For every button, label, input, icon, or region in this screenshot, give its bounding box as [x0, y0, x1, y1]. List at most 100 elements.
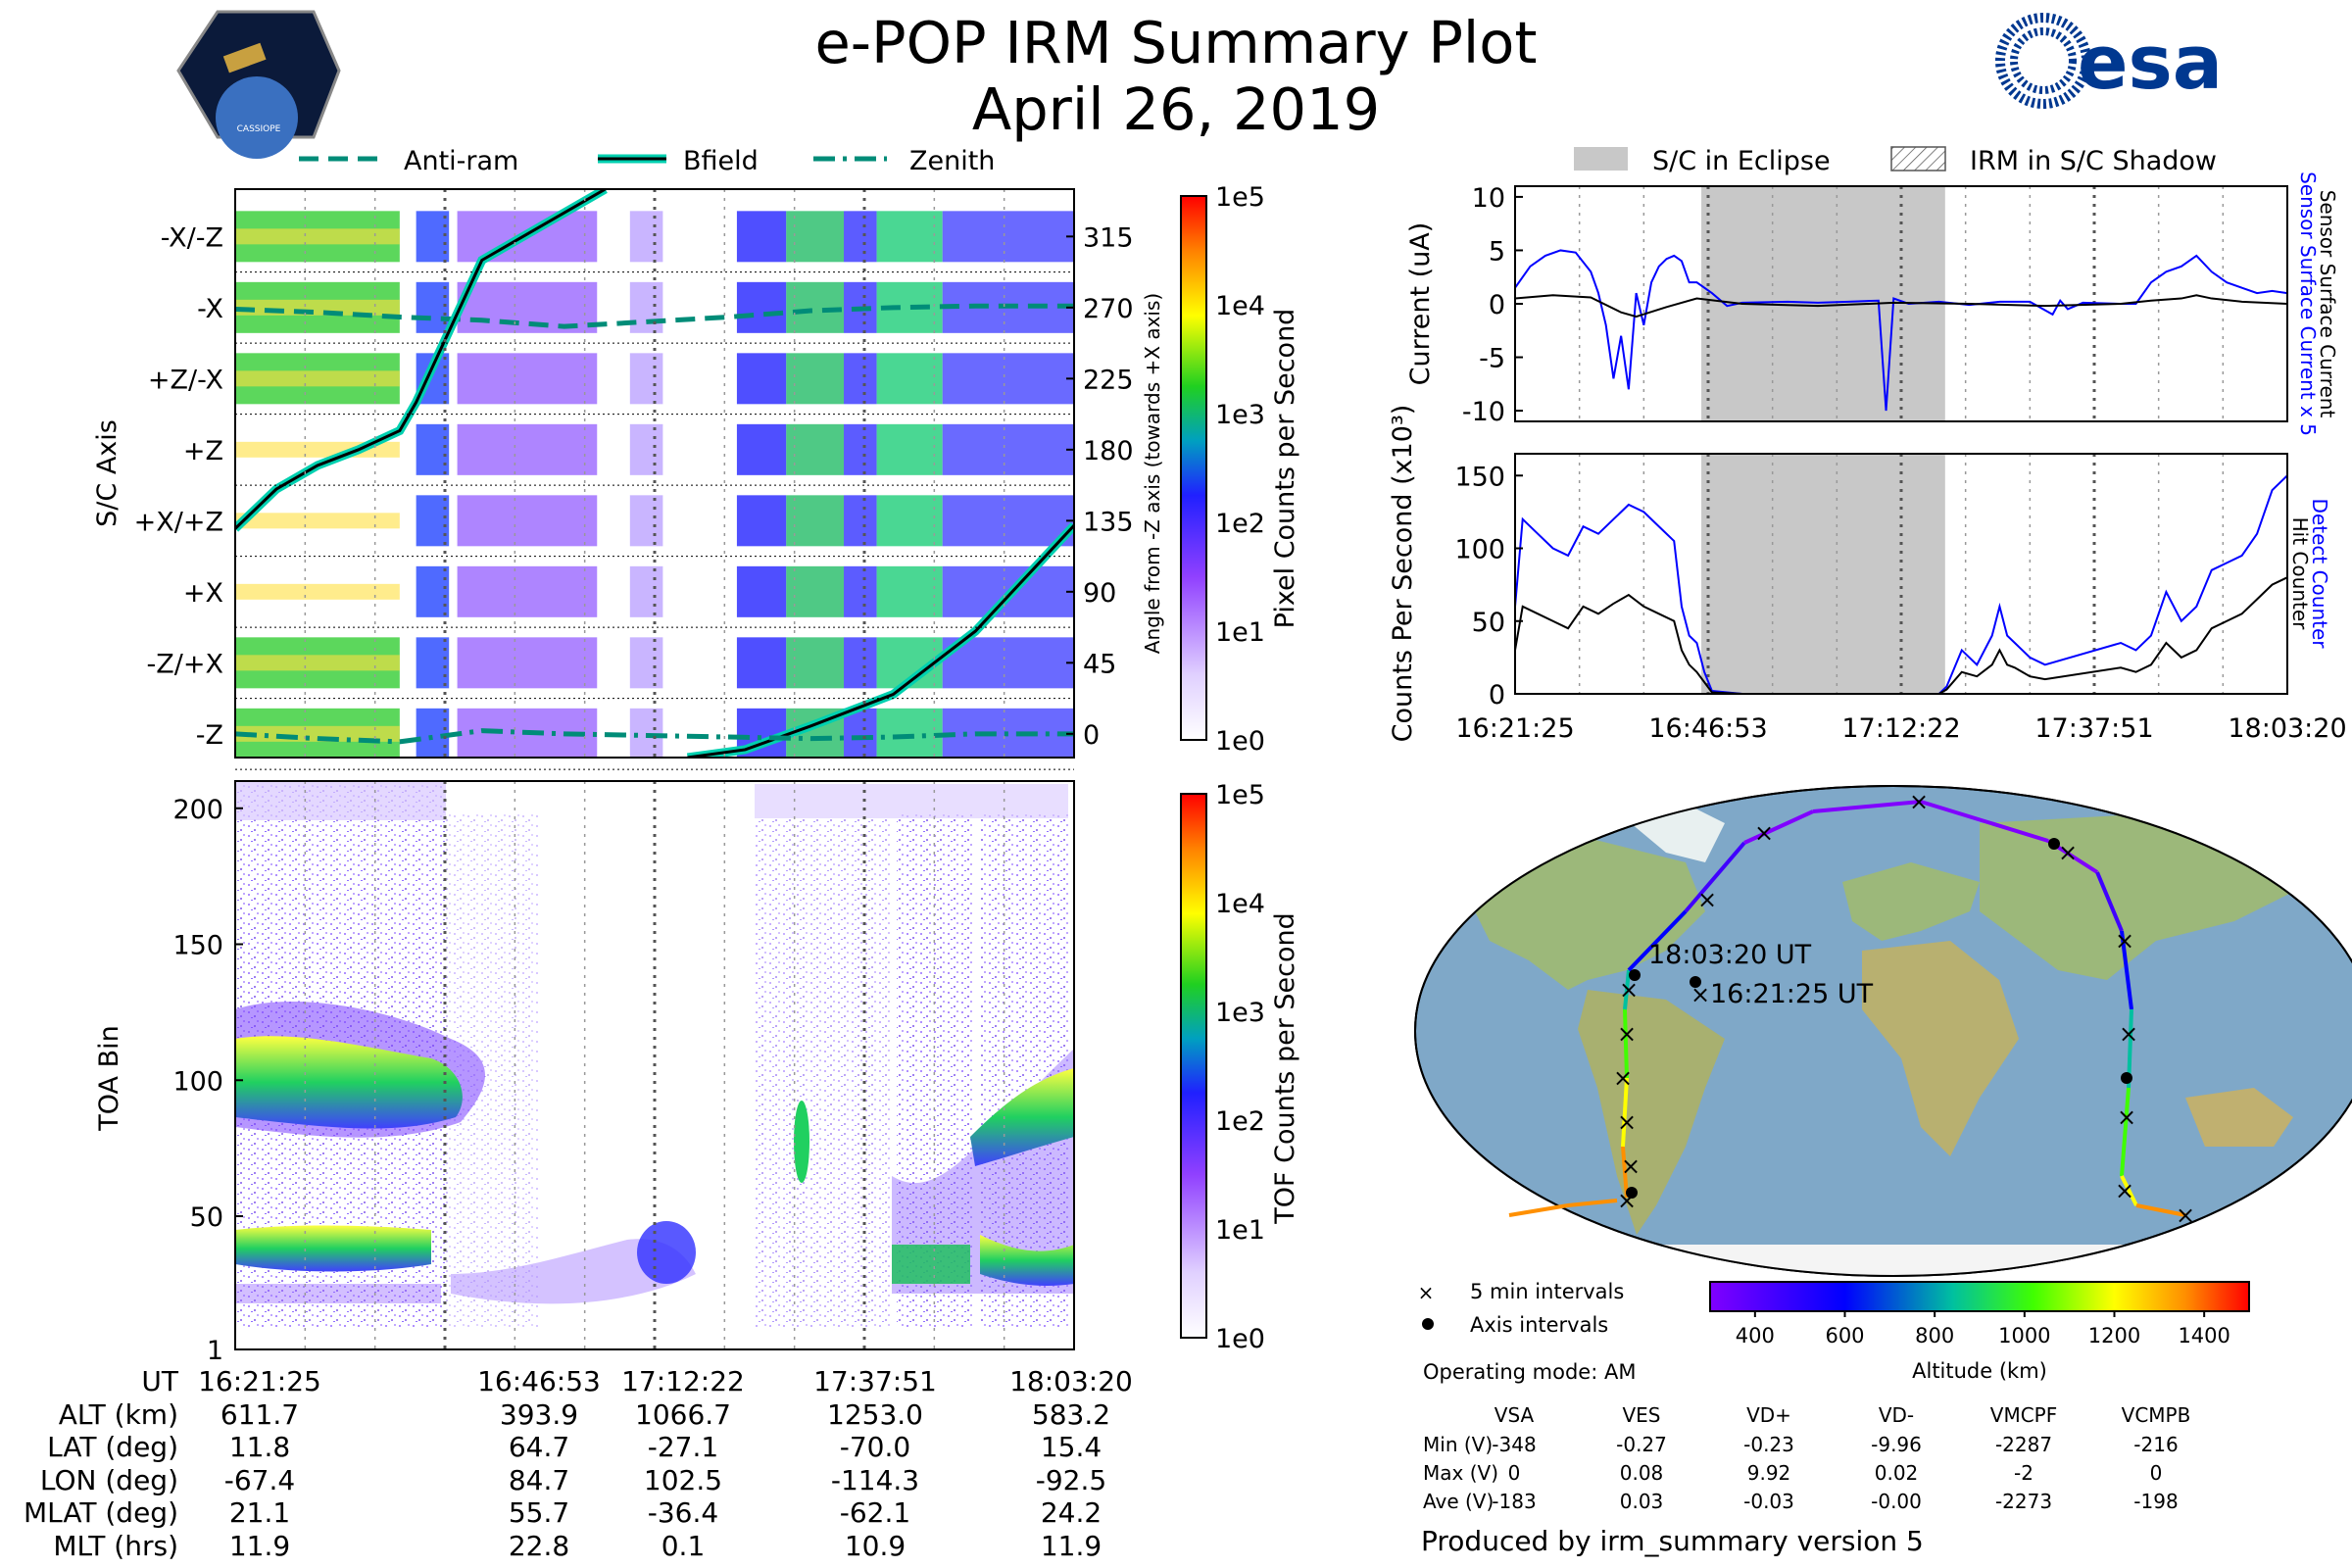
axis-tick-label: 18:03:20	[2228, 713, 2346, 744]
spectrogram-block	[629, 281, 663, 333]
axis-tick-label: 16:21:25	[1455, 713, 1574, 744]
series-line	[1515, 249, 2287, 412]
tof-grid	[304, 781, 1005, 1349]
axis-tick-label: 5	[1489, 236, 1505, 267]
axis-marker	[2048, 838, 2060, 850]
track-segment	[2135, 1203, 2186, 1217]
axis-tick-label: 150	[1454, 462, 1505, 492]
table-cell: 583.2	[1031, 1397, 1111, 1431]
esa-logo: esa	[1995, 13, 2223, 109]
spectrogram-block	[629, 637, 663, 689]
track-segment	[1684, 841, 1746, 913]
map-label-end: 18:03:20 UT	[1648, 940, 1812, 970]
spectrogram-block	[786, 353, 845, 405]
angle-tick-label: 45	[1083, 649, 1116, 679]
voltage-cell: -216	[2133, 1433, 2179, 1456]
map-track: ×××××× ××××××××××	[1508, 788, 2195, 1229]
voltage-cell: 0.02	[1874, 1461, 1919, 1485]
footer-text: Produced by irm_summary version 5	[1421, 1525, 1924, 1557]
spectrogram-block	[942, 353, 1074, 405]
voltage-cell: -2	[2014, 1461, 2034, 1485]
colorbar-tick-label: 1e4	[1215, 291, 1265, 321]
voltage-cell: 0.03	[1619, 1490, 1664, 1513]
voltage-cell: -0.03	[1743, 1490, 1794, 1513]
voltage-cell: -183	[1492, 1490, 1537, 1513]
page-date: April 26, 2019	[971, 75, 1381, 143]
spectrogram-block	[876, 495, 943, 547]
track-segment	[1621, 1077, 1629, 1148]
colorbar-tick-label: 1e2	[1215, 1106, 1265, 1137]
spectrogram-hotband	[235, 370, 400, 387]
interval-marker: ×	[1621, 1152, 1641, 1180]
spectrogram-block	[786, 495, 845, 547]
angle-tick-label: 135	[1083, 507, 1134, 537]
axis-tick-label: 50	[1472, 608, 1505, 638]
colorbar-tick-label: 1e3	[1215, 998, 1265, 1028]
track-segment	[1743, 809, 1814, 845]
series-line	[1515, 294, 2287, 318]
interval-marker: ×	[2117, 1103, 2136, 1131]
spectrogram-block	[786, 637, 845, 689]
voltage-cell: -198	[2133, 1490, 2179, 1513]
axis-tick-label: 200	[172, 795, 223, 825]
pixel-colorbar-label: Pixel Counts per Second	[1270, 309, 1300, 629]
colorbar-tick-label: 1e3	[1215, 400, 1265, 430]
table-cell: 22.8	[508, 1529, 570, 1562]
interval-marker: ×	[1619, 976, 1639, 1004]
interval-marker: ×	[2176, 1201, 2195, 1229]
axis-tick-label: 17:37:51	[2034, 713, 2153, 744]
spectrogram-block	[942, 211, 1074, 263]
colorbar-tick-label: 1e2	[1215, 509, 1265, 539]
cassiope-logo: CASSIOPE	[176, 10, 341, 159]
axis-tick-label: +Z/-X	[148, 365, 223, 395]
table-row-label: LAT (deg)	[47, 1431, 178, 1463]
current-plot: 10 5 0 -5 -10 Current (uA) Sensor Surface Cu…	[1405, 172, 2339, 436]
axis-tick-label: -10	[1462, 397, 1505, 427]
axis-tick-label: 100	[1454, 535, 1505, 565]
table-cell: 11.8	[228, 1431, 291, 1463]
axis-tick-label: +Z	[183, 436, 223, 466]
altitude-colorbar-label: Altitude (km)	[1912, 1359, 2047, 1383]
axis-tick-label: 10	[1472, 183, 1505, 214]
table-row-label: MLAT (deg)	[23, 1496, 178, 1529]
table-cell: 17:37:51	[813, 1365, 937, 1397]
legend-eclipse: S/C in Eclipse	[1652, 146, 1831, 176]
interval-marker: ×	[1754, 819, 1774, 847]
spectrogram-ylabel: S/C Axis	[92, 419, 122, 527]
spectrogram-block	[844, 637, 877, 689]
table-cell: 611.7	[220, 1397, 300, 1431]
spectrogram-block	[736, 495, 787, 547]
spectrogram-block	[736, 423, 787, 475]
spectrogram-block	[629, 495, 663, 547]
axis-marker	[1626, 1187, 1638, 1199]
legend-axis-intervals: Axis intervals	[1470, 1313, 1608, 1337]
voltage-header: VSA	[1494, 1403, 1535, 1427]
table-cell: -92.5	[1035, 1463, 1107, 1496]
table-cell: 11.9	[1040, 1529, 1102, 1562]
current-right-label-black: Sensor Surface Current	[2316, 190, 2339, 418]
interval-marker: ×	[2115, 927, 2134, 955]
axis-marker	[2121, 1072, 2132, 1084]
axis-tick-label: 16:46:53	[1648, 713, 1767, 744]
track-segment	[1623, 969, 1631, 1010]
svg-text:×: ×	[1418, 1281, 1435, 1304]
voltage-header: VES	[1622, 1403, 1661, 1427]
voltage-row-label: Min (V)	[1423, 1433, 1494, 1456]
track-segment	[2120, 1175, 2138, 1206]
spectrogram-block	[416, 708, 450, 758]
spectrogram-block	[736, 565, 787, 617]
spectrogram-block	[786, 423, 845, 475]
spectrogram-y2label: Angle from -Z axis (towards +X axis)	[1141, 293, 1164, 654]
table-cell: 1253.0	[827, 1397, 923, 1431]
axis-tick-label: 150	[172, 931, 223, 961]
track-segment	[1920, 800, 2049, 843]
colorbar-tick-label: 1000	[1998, 1324, 2050, 1348]
angle-tick-label: 315	[1083, 222, 1134, 253]
axis-tick-label: +X	[183, 578, 223, 609]
angle-tick-label: 270	[1083, 294, 1134, 324]
table-cell: 64.7	[508, 1431, 570, 1463]
spectrogram-block	[736, 211, 787, 263]
voltage-header: VMCPF	[1989, 1403, 2058, 1427]
interval-marker: ×	[1697, 886, 1717, 913]
